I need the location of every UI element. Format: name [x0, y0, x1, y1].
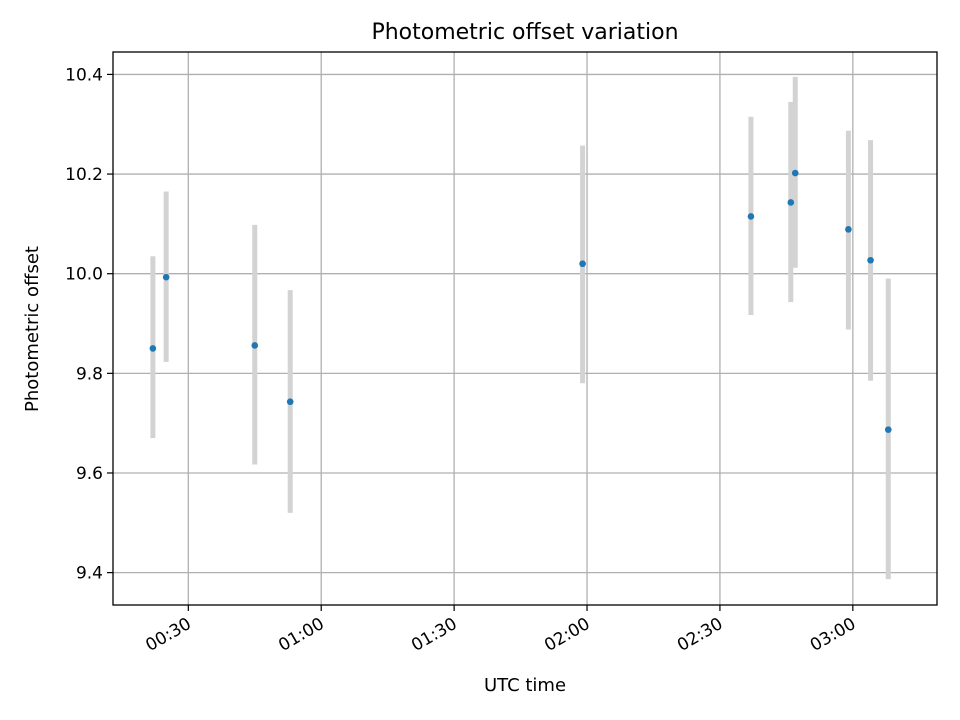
x-tick-label: 03:00 [807, 614, 859, 656]
y-tick-label: 9.8 [76, 364, 103, 384]
y-axis-label: Photometric offset [22, 246, 43, 412]
y-tick-label: 9.4 [76, 564, 103, 584]
x-tick-label: 00:30 [142, 614, 194, 656]
y-tick-label: 9.6 [76, 464, 103, 484]
data-point [162, 273, 170, 281]
data-points [149, 169, 892, 433]
x-tick-label: 02:30 [674, 614, 726, 656]
data-point [845, 226, 852, 233]
plot-frame [112, 51, 938, 606]
y-tick-label: 10.2 [65, 165, 103, 185]
x-tick-label: 01:00 [275, 614, 327, 656]
data-point [149, 345, 157, 352]
data-point [579, 260, 586, 268]
x-tick-label: 01:30 [408, 614, 460, 656]
y-tick-label: 10.0 [65, 265, 103, 285]
data-point [791, 169, 799, 177]
data-point [787, 199, 795, 206]
data-point [884, 426, 892, 433]
y-axis-ticks: 9.4 9.6 9.8 10.0 10.2 10.4 [65, 65, 113, 584]
data-point [747, 213, 755, 220]
grid [113, 52, 937, 605]
data-point [251, 342, 259, 349]
y-tick-label: 10.4 [65, 65, 103, 85]
error-bars [150, 76, 891, 580]
x-tick-label: 02:00 [541, 614, 593, 656]
data-point [286, 398, 294, 406]
data-point [867, 256, 874, 264]
x-axis-label: UTC time [484, 675, 566, 696]
chart-title: Photometric offset variation [371, 20, 678, 45]
x-axis-ticks: 00:30 01:00 01:30 02:00 02:30 03:00 [142, 605, 859, 656]
